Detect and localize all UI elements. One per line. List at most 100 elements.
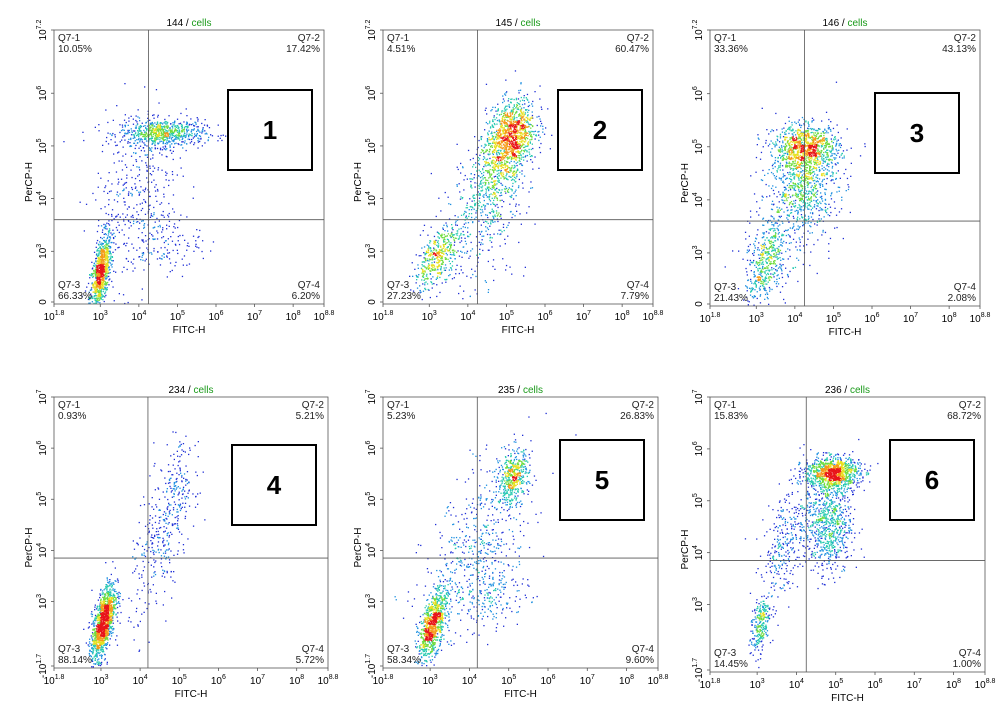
- scatter-point: [479, 183, 481, 185]
- scatter-point: [480, 244, 482, 246]
- scatter-point: [523, 138, 525, 140]
- scatter-point: [147, 117, 149, 119]
- scatter-point: [478, 169, 480, 171]
- scatter-point: [97, 275, 99, 277]
- scatter-point: [123, 243, 125, 245]
- scatter-point: [497, 233, 499, 235]
- scatter-point: [481, 205, 483, 208]
- scatter-point: [504, 123, 506, 125]
- scatter-point: [441, 233, 443, 235]
- scatter-point: [833, 201, 836, 203]
- scatter-point: [496, 191, 498, 193]
- scatter-point: [779, 263, 781, 265]
- scatter-point: [503, 108, 506, 110]
- scatter-point: [97, 294, 100, 296]
- scatter-point: [482, 150, 484, 152]
- scatter-point: [183, 255, 186, 257]
- scatter-point: [525, 109, 527, 111]
- scatter-point: [107, 249, 109, 251]
- scatter-point: [522, 187, 524, 189]
- scatter-point: [497, 134, 499, 137]
- scatter-point: [490, 126, 492, 128]
- scatter-point: [146, 128, 148, 130]
- scatter-point: [529, 139, 531, 141]
- scatter-point: [428, 248, 430, 250]
- scatter-point: [516, 129, 518, 131]
- scatter-point: [442, 247, 444, 249]
- scatter-point: [468, 213, 470, 215]
- scatter-point: [781, 128, 783, 130]
- scatter-point: [783, 186, 785, 188]
- scatter-point: [747, 304, 749, 306]
- scatter-point: [486, 158, 489, 160]
- scatter-point: [139, 139, 141, 141]
- scatter-point: [505, 132, 507, 134]
- scatter-point: [99, 302, 101, 304]
- scatter-point: [441, 282, 443, 284]
- scatter-point: [521, 128, 523, 130]
- scatter-point: [515, 172, 517, 174]
- scatter-point: [102, 281, 105, 283]
- scatter-point: [100, 265, 102, 267]
- scatter-point: [497, 166, 499, 168]
- scatter-point: [437, 252, 439, 255]
- scatter-point: [198, 135, 201, 137]
- scatter-point: [489, 127, 492, 129]
- scatter-point: [153, 179, 155, 181]
- scatter-point: [181, 131, 183, 133]
- scatter-point: [526, 154, 529, 157]
- scatter-point: [423, 252, 425, 254]
- scatter-point: [93, 281, 96, 284]
- scatter-point: [174, 126, 176, 128]
- scatter-point: [511, 143, 513, 146]
- scatter-point: [433, 249, 435, 251]
- scatter-point: [514, 112, 517, 114]
- scatter-point: [151, 124, 153, 126]
- scatter-point: [133, 220, 135, 222]
- scatter-point: [94, 292, 96, 294]
- scatter-point: [504, 117, 506, 119]
- scatter-point: [448, 218, 451, 220]
- scatter-point: [499, 156, 501, 158]
- scatter-point: [528, 133, 531, 135]
- scatter-point: [789, 189, 792, 191]
- scatter-point: [195, 243, 197, 245]
- scatter-point: [519, 137, 521, 139]
- scatter-point: [143, 241, 145, 243]
- scatter-point: [417, 276, 419, 278]
- scatter-point: [788, 116, 790, 118]
- scatter-point: [511, 136, 513, 138]
- scatter-point: [509, 167, 511, 169]
- scatter-point: [520, 108, 523, 111]
- scatter-point: [157, 190, 159, 192]
- scatter-point: [496, 113, 498, 115]
- scatter-point: [173, 139, 175, 141]
- scatter-point: [478, 200, 480, 202]
- scatter-point: [515, 195, 517, 197]
- scatter-point: [421, 271, 424, 273]
- scatter-point: [520, 151, 522, 153]
- scatter-point: [206, 125, 209, 127]
- scatter-point: [825, 132, 827, 134]
- scatter-point: [432, 268, 434, 270]
- scatter-point: [100, 262, 103, 265]
- scatter-point: [454, 237, 456, 239]
- scatter-point: [496, 166, 499, 168]
- scatter-point: [102, 273, 104, 275]
- scatter-point: [448, 260, 450, 262]
- scatter-point: [529, 141, 531, 143]
- scatter-point: [125, 153, 127, 155]
- scatter-point: [771, 203, 773, 205]
- scatter-point: [506, 171, 508, 173]
- y-tick-label: 0: [38, 299, 49, 305]
- scatter-point: [197, 129, 199, 131]
- scatter-point: [510, 124, 513, 126]
- scatter-point: [145, 164, 148, 166]
- scatter-point: [159, 203, 161, 205]
- scatter-point: [104, 258, 107, 261]
- scatter-point: [782, 222, 784, 224]
- scatter-point: [456, 234, 458, 236]
- scatter-point: [488, 198, 491, 201]
- scatter-point: [415, 254, 417, 256]
- scatter-point: [490, 220, 492, 222]
